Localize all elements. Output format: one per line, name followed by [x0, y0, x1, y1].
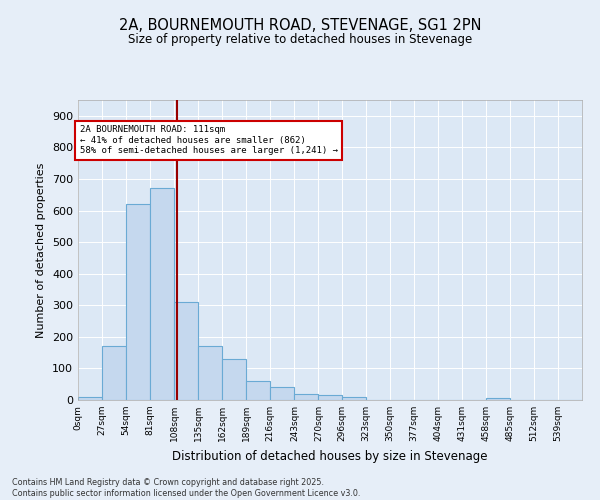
Bar	[222, 359, 246, 400]
Bar	[102, 346, 126, 400]
Text: 2A, BOURNEMOUTH ROAD, STEVENAGE, SG1 2PN: 2A, BOURNEMOUTH ROAD, STEVENAGE, SG1 2PN	[119, 18, 481, 32]
Text: 2A BOURNEMOUTH ROAD: 111sqm
← 41% of detached houses are smaller (862)
58% of se: 2A BOURNEMOUTH ROAD: 111sqm ← 41% of det…	[80, 126, 338, 155]
X-axis label: Distribution of detached houses by size in Stevenage: Distribution of detached houses by size …	[172, 450, 488, 462]
Text: Contains HM Land Registry data © Crown copyright and database right 2025.
Contai: Contains HM Land Registry data © Crown c…	[12, 478, 361, 498]
Bar	[174, 302, 198, 400]
Bar	[126, 204, 150, 400]
Bar	[341, 397, 365, 400]
Bar	[486, 398, 510, 400]
Bar	[319, 396, 343, 400]
Bar	[246, 381, 271, 400]
Bar	[78, 397, 102, 400]
Bar	[150, 188, 174, 400]
Bar	[198, 346, 222, 400]
Text: Size of property relative to detached houses in Stevenage: Size of property relative to detached ho…	[128, 32, 472, 46]
Bar	[271, 388, 295, 400]
Y-axis label: Number of detached properties: Number of detached properties	[37, 162, 46, 338]
Bar	[295, 394, 319, 400]
